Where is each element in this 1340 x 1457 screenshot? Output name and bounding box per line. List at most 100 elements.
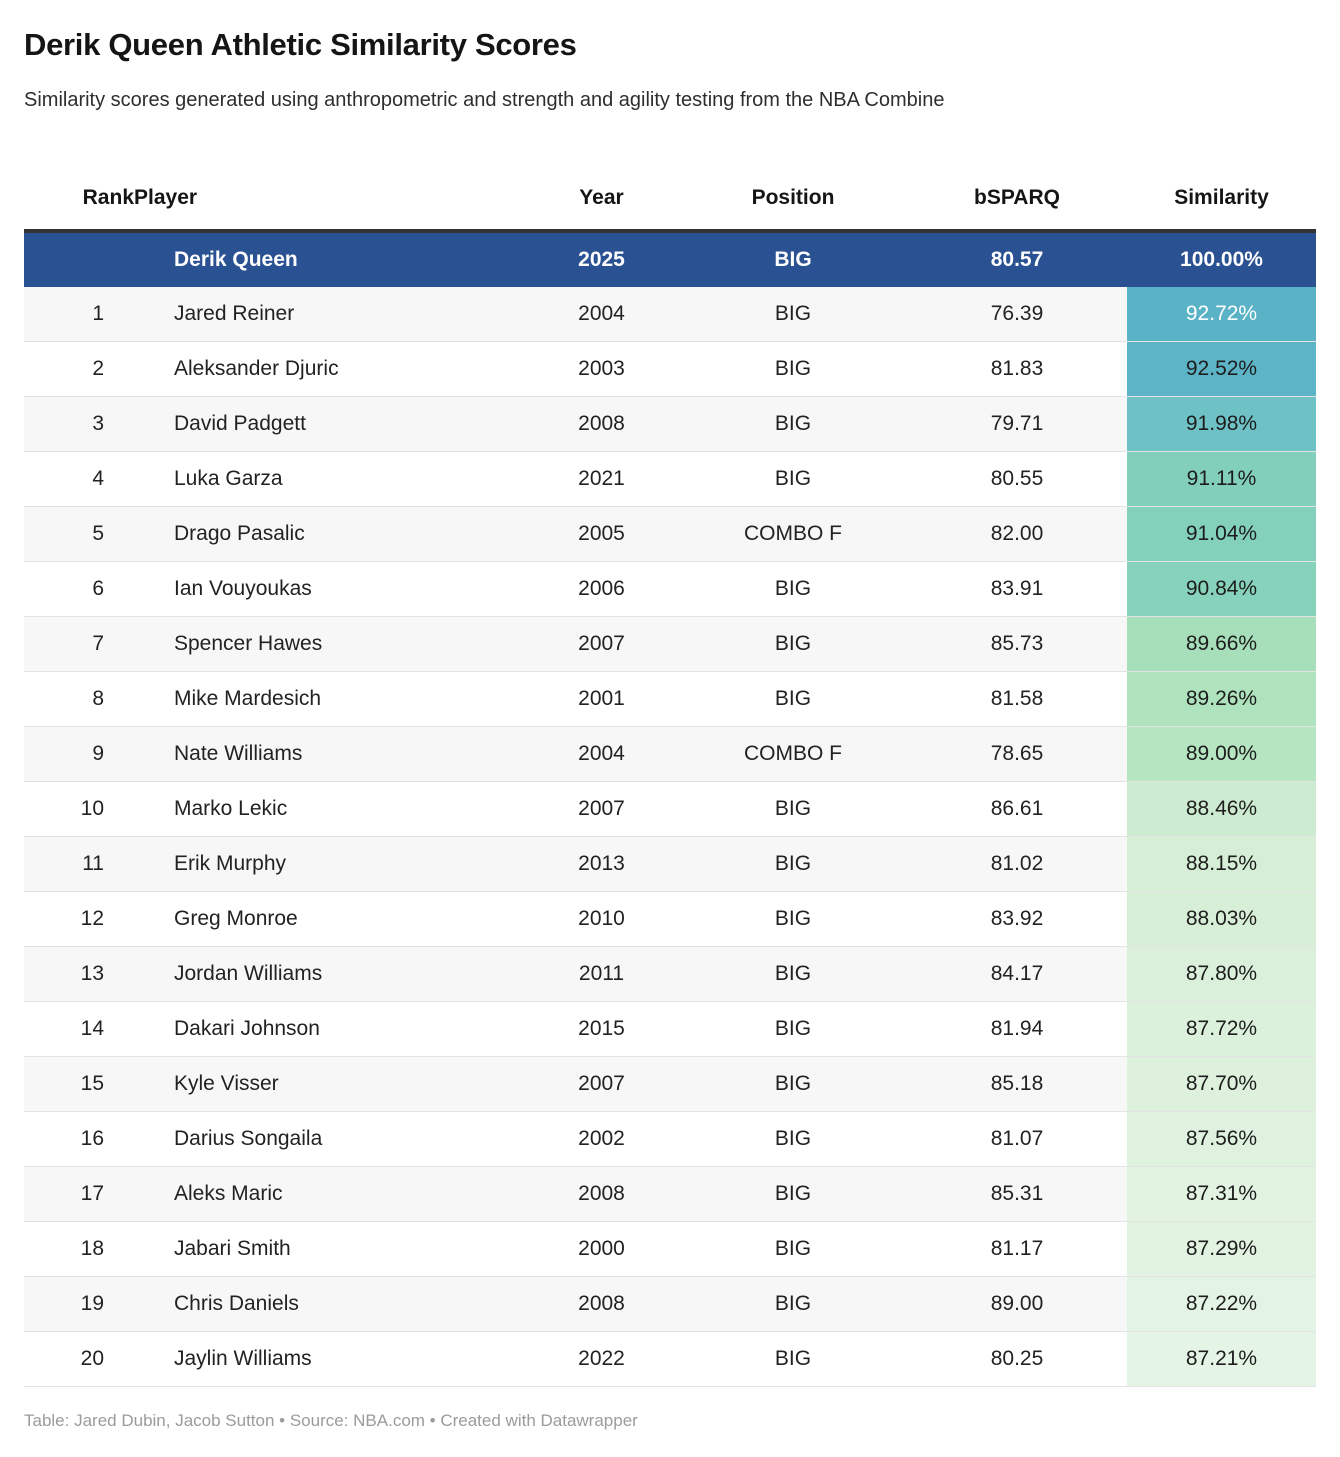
similarity-cell: 91.98% — [1127, 396, 1316, 452]
player-cell: Nate Williams — [174, 742, 303, 765]
similarity-cell: 87.56% — [1127, 1111, 1316, 1167]
player-cell: Jared Reiner — [174, 302, 295, 325]
player-cell: Kyle Visser — [174, 1072, 279, 1095]
similarity-cell: 89.26% — [1127, 671, 1316, 727]
bsparq-cell: 83.91 — [990, 577, 1044, 600]
year-cell: 2007 — [578, 632, 625, 655]
player-cell: Spencer Hawes — [174, 632, 323, 655]
table-row: 19 Chris Daniels 2008 BIG 89.00 87.22% — [24, 1276, 1316, 1332]
bsparq-cell: 85.73 — [990, 632, 1044, 655]
year-cell: 2008 — [578, 1182, 625, 1205]
position-cell: BIG — [774, 1292, 812, 1315]
player-cell: Aleksander Djuric — [174, 357, 339, 380]
player-cell: Luka Garza — [174, 467, 283, 490]
rank-cell: 12 — [80, 907, 104, 930]
position-cell: BIG — [774, 962, 812, 985]
position-cell: BIG — [774, 248, 812, 271]
year-cell: 2006 — [578, 577, 625, 600]
position-cell: BIG — [774, 907, 812, 930]
year-cell: 2011 — [578, 962, 625, 985]
position-cell: BIG — [774, 852, 812, 875]
player-cell: Marko Lekic — [174, 797, 288, 820]
year-cell: 2007 — [578, 1072, 625, 1095]
page-title: Derik Queen Athletic Similarity Scores — [24, 27, 577, 62]
similarity-cell: 88.46% — [1127, 781, 1316, 837]
table-row: 13 Jordan Williams 2011 BIG 84.17 87.80% — [24, 946, 1316, 1002]
year-cell: 2004 — [578, 742, 625, 765]
position-cell: BIG — [774, 467, 812, 490]
table-row: 10 Marko Lekic 2007 BIG 86.61 88.46% — [24, 781, 1316, 837]
position-cell: BIG — [774, 1127, 812, 1150]
rank-cell: 1 — [92, 302, 104, 325]
bsparq-cell: 80.25 — [990, 1347, 1044, 1370]
similarity-cell: 87.22% — [1127, 1276, 1316, 1332]
column-header-bsparq: bSPARQ — [974, 186, 1060, 209]
similarity-cell: 100.00% — [1180, 248, 1263, 271]
player-cell: Jaylin Williams — [174, 1347, 312, 1370]
year-cell: 2015 — [578, 1017, 625, 1040]
bsparq-cell: 83.92 — [990, 907, 1044, 930]
similarity-cell: 87.80% — [1127, 946, 1316, 1002]
rank-cell: 20 — [80, 1347, 104, 1370]
bsparq-cell: 85.31 — [990, 1182, 1044, 1205]
position-cell: BIG — [774, 797, 812, 820]
column-header-position: Position — [751, 186, 835, 209]
table-row: 3 David Padgett 2008 BIG 79.71 91.98% — [24, 396, 1316, 452]
position-cell: BIG — [774, 632, 812, 655]
rank-cell: 4 — [92, 467, 104, 490]
player-cell: Jordan Williams — [174, 962, 323, 985]
bsparq-cell: 85.18 — [990, 1072, 1044, 1095]
year-cell: 2000 — [578, 1237, 625, 1260]
table-row: 15 Kyle Visser 2007 BIG 85.18 87.70% — [24, 1056, 1316, 1112]
bsparq-cell: 80.57 — [990, 248, 1044, 271]
similarity-cell: 92.72% — [1127, 287, 1316, 342]
bsparq-cell: 79.71 — [990, 412, 1044, 435]
bsparq-cell: 81.02 — [990, 852, 1044, 875]
table-row: 20 Jaylin Williams 2022 BIG 80.25 87.21% — [24, 1331, 1316, 1387]
year-cell: 2013 — [578, 852, 625, 875]
rank-cell: 2 — [92, 357, 104, 380]
player-cell: Drago Pasalic — [174, 522, 305, 545]
rank-cell: 15 — [80, 1072, 104, 1095]
year-cell: 2025 — [578, 248, 625, 271]
rank-cell: 14 — [80, 1017, 104, 1040]
rank-cell: 5 — [92, 522, 104, 545]
similarity-cell: 91.11% — [1127, 451, 1316, 507]
table-row: 18 Jabari Smith 2000 BIG 81.17 87.29% — [24, 1221, 1316, 1277]
year-cell: 2003 — [578, 357, 625, 380]
table-row: 9 Nate Williams 2004 COMBO F 78.65 89.00… — [24, 726, 1316, 782]
footer-credit-text: Table: Jared Dubin, Jacob Sutton • Sourc… — [24, 1411, 638, 1430]
similarity-cell: 87.21% — [1127, 1331, 1316, 1387]
year-cell: 2005 — [578, 522, 625, 545]
position-cell: BIG — [774, 1072, 812, 1095]
position-cell: BIG — [774, 302, 812, 325]
player-cell: Chris Daniels — [174, 1292, 299, 1315]
player-cell: Greg Monroe — [174, 907, 298, 930]
year-cell: 2007 — [578, 797, 625, 820]
table-row: 11 Erik Murphy 2013 BIG 81.02 88.15% — [24, 836, 1316, 892]
bsparq-cell: 81.58 — [990, 687, 1044, 710]
table-row: 7 Spencer Hawes 2007 BIG 85.73 89.66% — [24, 616, 1316, 672]
position-cell: BIG — [774, 1017, 812, 1040]
year-cell: 2002 — [578, 1127, 625, 1150]
rank-cell: 7 — [92, 632, 104, 655]
similarity-cell: 90.84% — [1127, 561, 1316, 617]
bsparq-cell: 86.61 — [990, 797, 1044, 820]
similarity-cell: 89.00% — [1127, 726, 1316, 782]
rank-cell: 8 — [92, 687, 104, 710]
rank-cell: 17 — [80, 1182, 104, 1205]
rank-cell: 18 — [80, 1237, 104, 1260]
table-head: Rank Player Year Position bSPARQ Similar… — [24, 160, 1316, 231]
rank-cell: 11 — [82, 852, 104, 875]
table-row: 2 Aleksander Djuric 2003 BIG 81.83 92.52… — [24, 341, 1316, 397]
table-row: 1 Jared Reiner 2004 BIG 76.39 92.72% — [24, 287, 1316, 342]
table-header-row: Rank Player Year Position bSPARQ Similar… — [24, 160, 1316, 231]
similarity-cell: 91.04% — [1127, 506, 1316, 562]
position-cell: BIG — [774, 1182, 812, 1205]
table-row: Derik Queen 2025 BIG 80.57 100.00% — [24, 231, 1316, 287]
table-row: 8 Mike Mardesich 2001 BIG 81.58 89.26% — [24, 671, 1316, 727]
position-cell: BIG — [774, 577, 812, 600]
similarity-cell: 92.52% — [1127, 341, 1316, 397]
bsparq-cell: 76.39 — [990, 302, 1044, 325]
